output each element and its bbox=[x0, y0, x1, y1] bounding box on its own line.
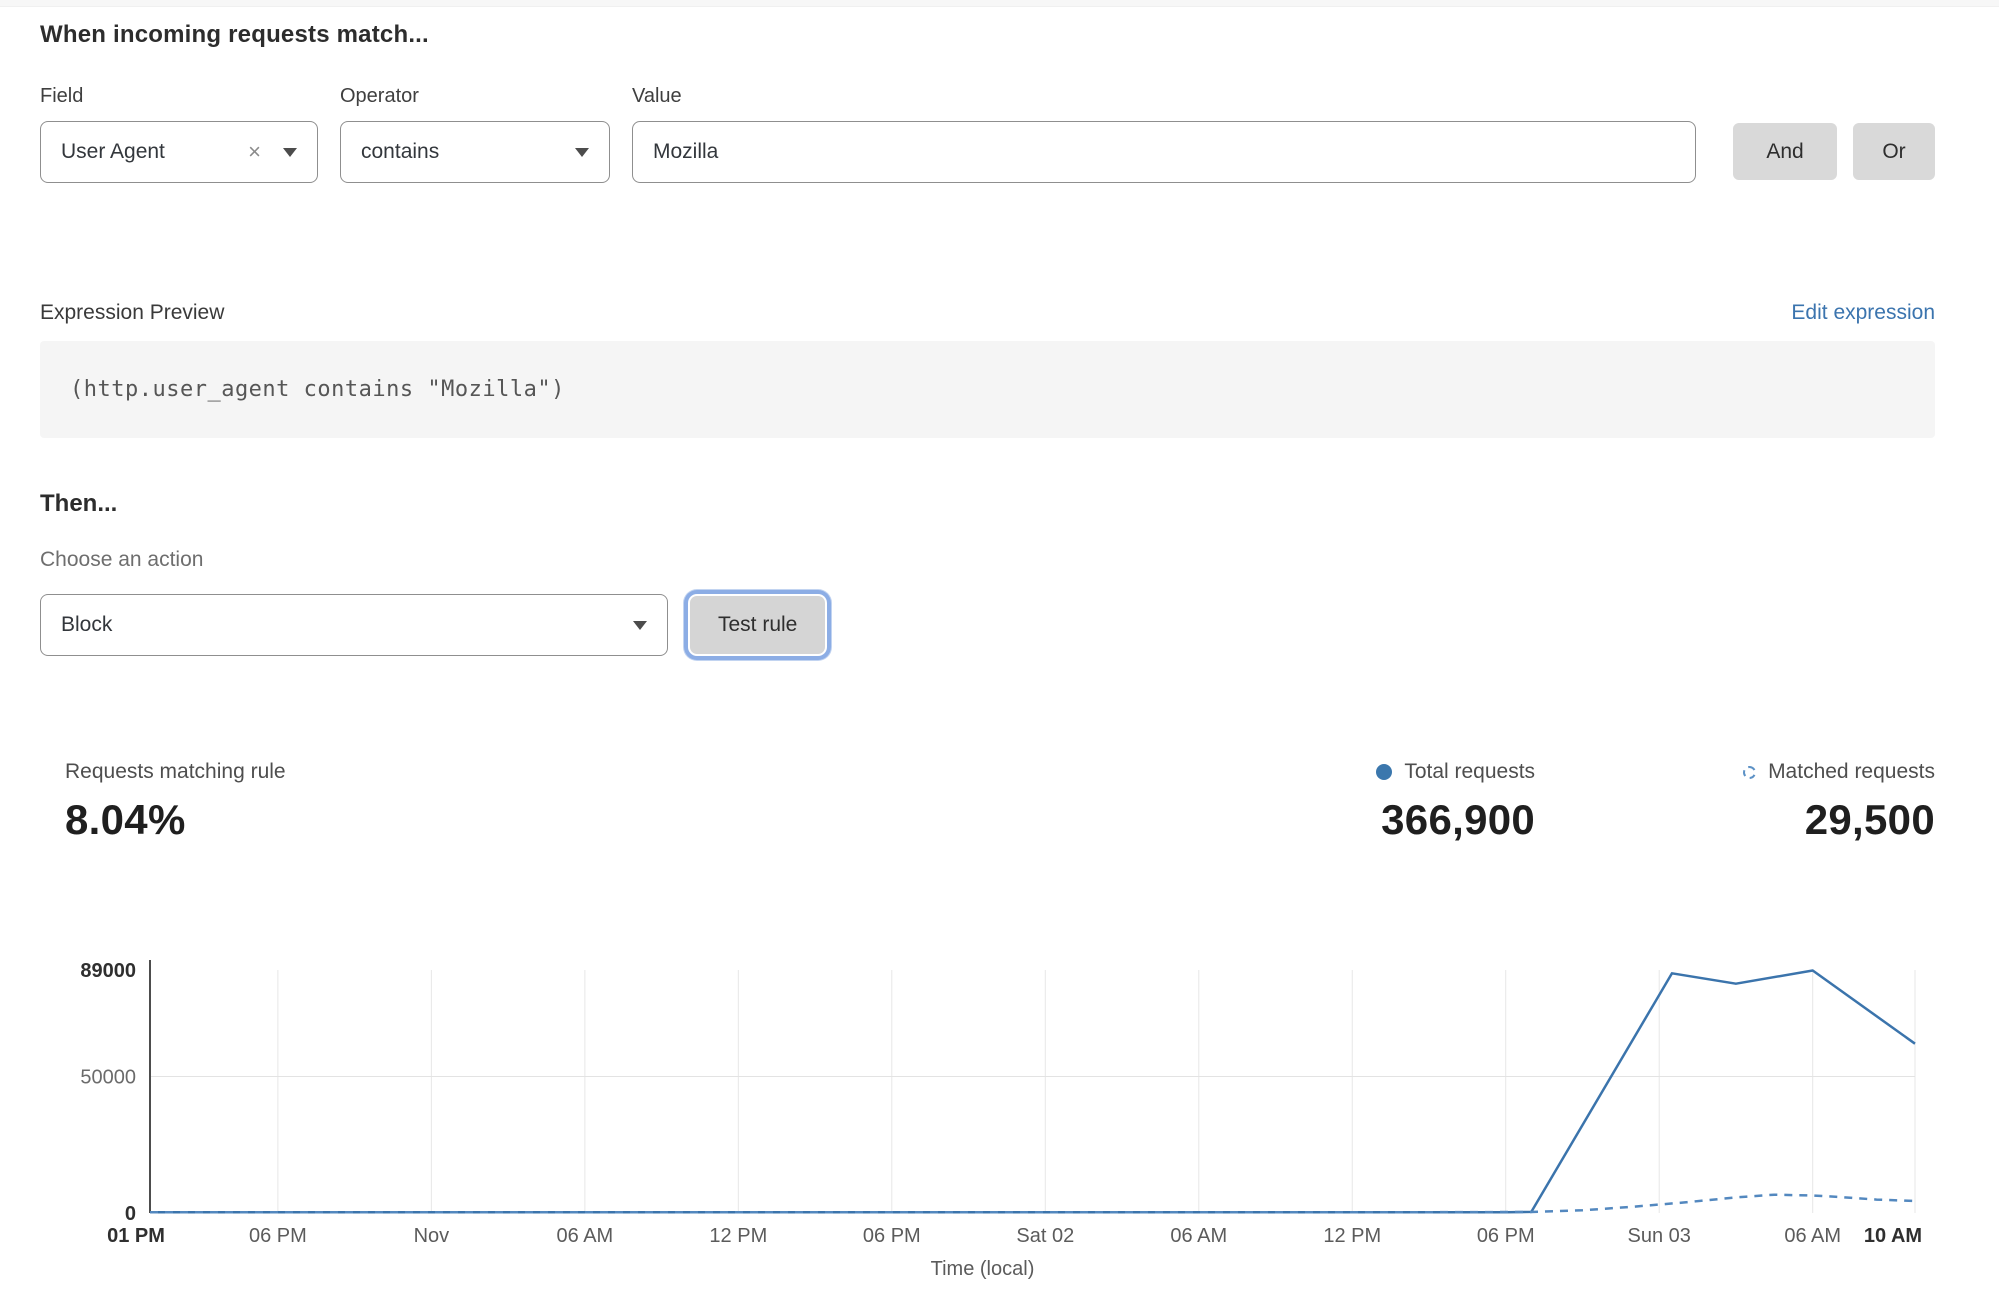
stat-total-requests: Total requests 366,900 bbox=[1376, 760, 1535, 844]
legend-stats: Total requests 366,900 Matched requests … bbox=[1376, 760, 1935, 844]
svg-text:0: 0 bbox=[125, 1203, 136, 1225]
solid-dot-icon bbox=[1376, 764, 1393, 780]
stats-row: Requests matching rule 8.04% Total reque… bbox=[65, 760, 1935, 844]
and-button[interactable]: And bbox=[1733, 123, 1837, 180]
svg-text:10 AM: 10 AM bbox=[1864, 1225, 1922, 1247]
requests-chart: 0 50000 89000 01 PM 06 PM Nov 06 AM 12 PM 06 PM S… bbox=[80, 960, 1922, 1280]
svg-text:Nov: Nov bbox=[414, 1225, 450, 1247]
svg-text:Sun 03: Sun 03 bbox=[1628, 1225, 1691, 1247]
field-label: Field bbox=[40, 85, 84, 107]
firewall-rule-builder: When incoming requests match... Field Us… bbox=[0, 21, 1999, 844]
chevron-down-icon bbox=[575, 147, 589, 157]
total-requests-label: Total requests bbox=[1404, 760, 1536, 783]
svg-text:06 PM: 06 PM bbox=[863, 1225, 921, 1247]
svg-text:12 PM: 12 PM bbox=[709, 1225, 767, 1247]
matching-rule-label: Requests matching rule bbox=[65, 760, 286, 783]
stat-matched-requests: Matched requests 29,500 bbox=[1743, 760, 1935, 844]
stat-matching-rule: Requests matching rule 8.04% bbox=[65, 760, 286, 844]
test-rule-button[interactable]: Test rule bbox=[690, 596, 826, 654]
svg-text:06 PM: 06 PM bbox=[249, 1225, 307, 1247]
page-top-edge bbox=[0, 0, 1999, 7]
value-label: Value bbox=[632, 85, 682, 107]
expression-code: (http.user_agent contains "Mozilla") bbox=[70, 377, 565, 402]
field-select-value: User Agent bbox=[61, 140, 165, 163]
expression-preview-label: Expression Preview bbox=[40, 301, 225, 324]
page-title: When incoming requests match... bbox=[40, 21, 429, 48]
svg-text:Time (local): Time (local) bbox=[931, 1258, 1035, 1280]
svg-text:50000: 50000 bbox=[80, 1066, 136, 1088]
then-heading: Then... bbox=[40, 490, 118, 517]
or-button[interactable]: Or bbox=[1853, 123, 1935, 180]
operator-label: Operator bbox=[340, 85, 419, 107]
svg-text:Sat 02: Sat 02 bbox=[1016, 1225, 1074, 1247]
edit-expression-link[interactable]: Edit expression bbox=[1791, 301, 1935, 324]
operator-select[interactable]: contains bbox=[340, 121, 610, 183]
action-select-value: Block bbox=[61, 613, 113, 636]
svg-text:06 AM: 06 AM bbox=[1170, 1225, 1227, 1247]
matching-rule-value: 8.04% bbox=[65, 796, 186, 843]
choose-action-label: Choose an action bbox=[40, 548, 204, 571]
requests-chart-area: 0 50000 89000 01 PM 06 PM Nov 06 AM 12 PM 06 PM S… bbox=[0, 912, 1999, 1295]
chevron-down-icon bbox=[633, 620, 647, 630]
clear-icon[interactable]: × bbox=[248, 139, 261, 164]
value-field-wrap bbox=[632, 121, 1696, 183]
matched-requests-value: 29,500 bbox=[1804, 796, 1935, 843]
value-column: Value bbox=[632, 85, 1696, 183]
svg-text:06 AM: 06 AM bbox=[557, 1225, 614, 1247]
rule-condition-row: Field User Agent × Operator contains Val… bbox=[40, 85, 1935, 183]
value-input[interactable] bbox=[653, 140, 1675, 164]
chevron-down-icon bbox=[283, 147, 297, 157]
field-select[interactable]: User Agent × bbox=[40, 121, 318, 183]
total-requests-value: 366,900 bbox=[1381, 796, 1536, 843]
svg-text:89000: 89000 bbox=[80, 960, 136, 982]
operator-column: Operator contains bbox=[340, 85, 610, 183]
matched-requests-label: Matched requests bbox=[1768, 760, 1935, 783]
svg-text:06 PM: 06 PM bbox=[1477, 1225, 1535, 1247]
svg-text:12 PM: 12 PM bbox=[1323, 1225, 1381, 1247]
field-column: Field User Agent × bbox=[40, 85, 318, 183]
svg-text:06 AM: 06 AM bbox=[1784, 1225, 1841, 1247]
svg-text:01 PM: 01 PM bbox=[107, 1225, 165, 1247]
total-requests-legend[interactable]: Total requests bbox=[1376, 760, 1535, 784]
dashed-circle-icon bbox=[1743, 765, 1757, 779]
operator-select-value: contains bbox=[361, 140, 440, 163]
action-row: Block Test rule bbox=[40, 594, 1935, 656]
expression-preview-header: Expression Preview Edit expression bbox=[40, 301, 1935, 325]
action-select[interactable]: Block bbox=[40, 594, 668, 656]
expression-code-block: (http.user_agent contains "Mozilla") bbox=[40, 341, 1935, 438]
matched-requests-legend[interactable]: Matched requests bbox=[1743, 760, 1935, 784]
